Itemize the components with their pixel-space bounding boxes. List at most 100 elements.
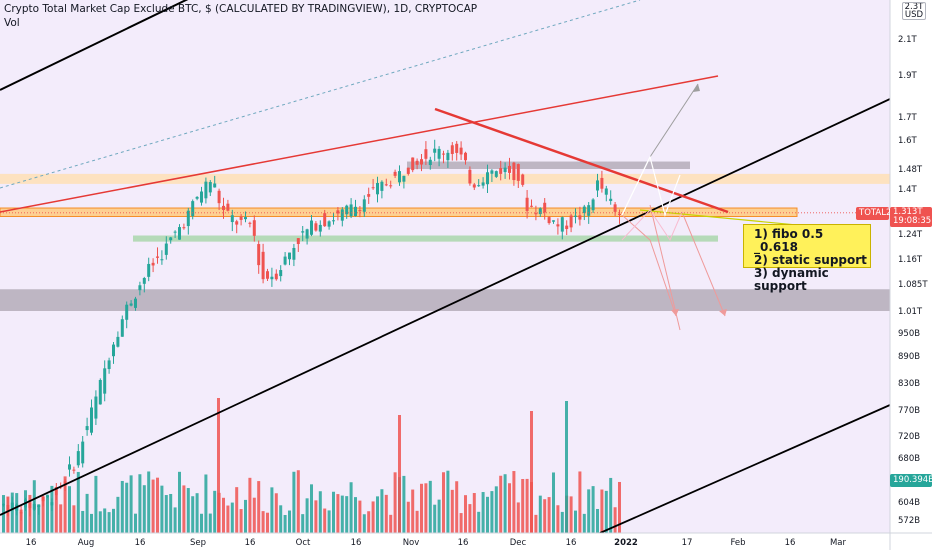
time-tick-label: 16 (566, 538, 577, 548)
candle-body (349, 204, 353, 217)
candle-body (10, 502, 14, 510)
volume-bar (257, 481, 261, 533)
candle-body (274, 273, 278, 280)
candle-body (169, 237, 173, 241)
candle-body (68, 464, 71, 470)
candle-body (455, 143, 459, 153)
candle-body (239, 216, 243, 220)
candle-body (411, 157, 415, 171)
candle-body (367, 194, 371, 197)
chart-header: Crypto Total Market Cap Exclude BTC, $ (… (4, 3, 477, 29)
candle-body (191, 201, 195, 217)
candle-body (362, 199, 366, 212)
candle-body (481, 182, 485, 186)
candle-body (468, 169, 472, 184)
candle-body (217, 190, 221, 204)
candle-body (112, 344, 115, 357)
volume-bar (24, 490, 27, 533)
arrow-head (693, 84, 700, 92)
volume-bar (222, 497, 225, 533)
volume-bar (349, 482, 353, 533)
volume-bar (516, 502, 520, 533)
volume-bar (248, 477, 252, 533)
price-tick-label: 1.6T (898, 136, 918, 146)
candle-body (200, 191, 203, 203)
price-tick-label: 1.085T (898, 280, 928, 290)
time-tick-label: Oct (296, 538, 311, 548)
volume-bar (521, 479, 525, 533)
volume-bar (525, 478, 529, 533)
candle-body (186, 210, 190, 227)
volume-bar (19, 509, 23, 533)
price-tick-label: 1.4T (898, 185, 918, 195)
volume-bar (164, 495, 168, 533)
volume-bar (182, 485, 186, 533)
volume-bar (160, 485, 164, 533)
volume-bar (402, 475, 406, 533)
scenario-down-path (649, 204, 681, 331)
volume-bar (178, 471, 181, 533)
volume-indicator-label[interactable]: Vol (4, 17, 20, 29)
volume-bar (582, 513, 586, 533)
candle-body (516, 164, 520, 181)
volume-bar (270, 487, 274, 533)
candle-body (164, 243, 168, 255)
volume-bar (327, 510, 331, 533)
candle-body (490, 170, 494, 174)
volume-bar (587, 489, 591, 533)
candle-body (226, 203, 230, 211)
volume-bar (371, 501, 375, 533)
candle-body (173, 231, 177, 233)
volume-bar (76, 471, 80, 533)
candle-body (512, 162, 516, 181)
currency-label: USD (904, 10, 924, 20)
price-tick-label: 572B (898, 516, 920, 526)
candle-body (19, 512, 23, 514)
price-tick-label: 1.16T (898, 255, 923, 265)
volume-bar (230, 502, 234, 533)
candle-body (54, 487, 58, 496)
scenario-down-path (649, 239, 677, 317)
volume-bar (552, 472, 555, 533)
time-tick-label: 2022 (614, 538, 638, 548)
volume-bar (72, 505, 76, 533)
symbol-badge: TOTAL2 (856, 207, 891, 220)
candle-body (389, 185, 393, 187)
volume-bar (252, 497, 256, 533)
candle-body (266, 271, 269, 279)
candle-body (538, 208, 542, 215)
volume-bar (81, 510, 85, 533)
volume-bar (292, 471, 296, 533)
volume-bar (362, 514, 366, 533)
price-tick-label: 1.24T (898, 230, 923, 240)
volume-bar (235, 487, 239, 533)
volume-bar (464, 495, 467, 533)
candle-body (151, 262, 155, 266)
candle-body (565, 225, 569, 230)
volume-spike-bar (398, 415, 401, 533)
price-tick-label: 1.48T (898, 165, 923, 175)
candle-body (450, 145, 454, 154)
candle-body (358, 210, 362, 212)
candle-body (486, 172, 489, 185)
fibo-zone (0, 207, 798, 217)
volume-bar (85, 493, 89, 533)
volume-bar (151, 479, 155, 533)
candle-body (142, 278, 146, 284)
candle-body (195, 196, 199, 199)
volume-bar (455, 481, 459, 533)
annotation-note[interactable]: 1) fibo 0.5 _0.618 2) static support 3) … (743, 224, 871, 293)
volume-spike-bar (217, 398, 220, 533)
volume-bar (411, 489, 415, 533)
currency-selector[interactable]: 2.3T USD (902, 2, 926, 20)
volume-bar (107, 512, 111, 533)
volume-bar (543, 499, 547, 533)
volume-bar (613, 507, 617, 533)
volume-bar (120, 480, 124, 533)
candle-body (521, 174, 525, 185)
arrow-head (719, 309, 727, 316)
volume-bar (94, 475, 98, 533)
candle-body (494, 171, 498, 177)
lower-support-zone (0, 289, 890, 311)
